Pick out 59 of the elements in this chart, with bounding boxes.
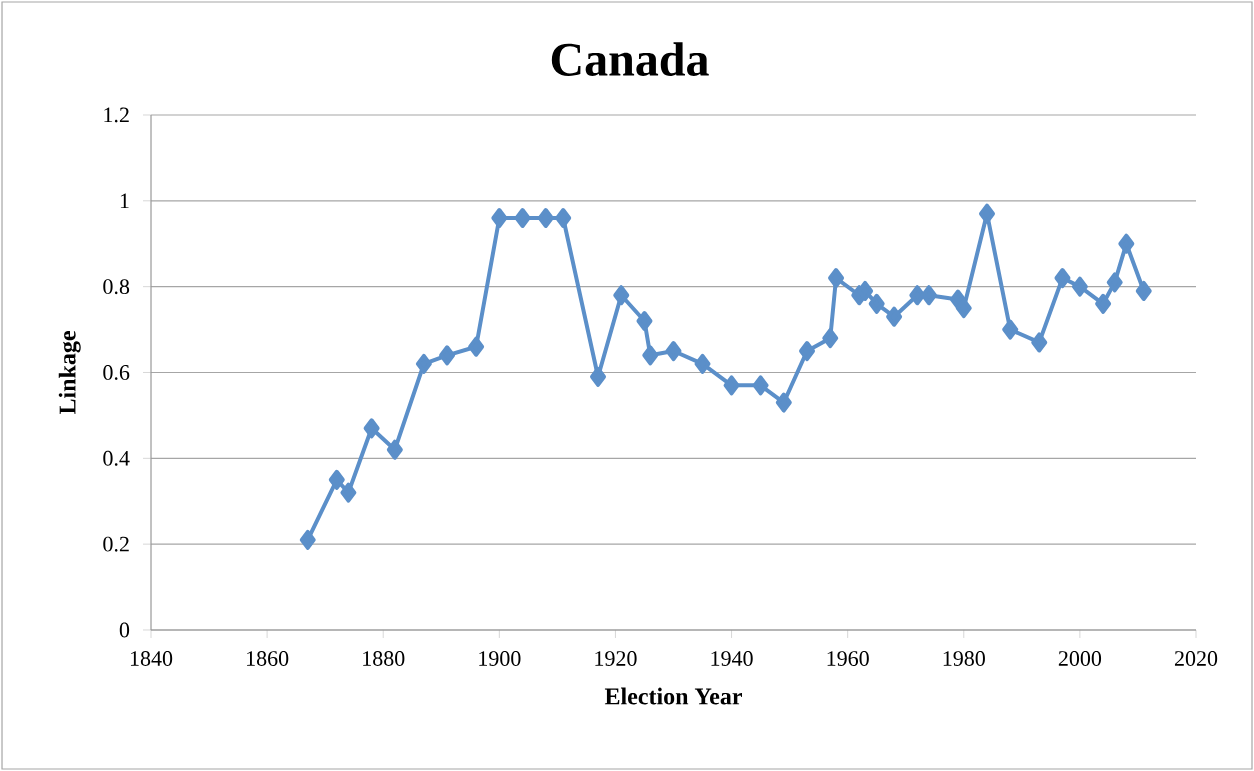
- point: [328, 469, 345, 490]
- point: [386, 439, 403, 460]
- y-tick-label: 0: [119, 622, 130, 638]
- point: [868, 293, 885, 314]
- point: [299, 529, 316, 550]
- point: [1031, 332, 1048, 353]
- y-tick-label: 0.4: [103, 450, 130, 466]
- point: [1095, 293, 1112, 314]
- point: [514, 207, 531, 228]
- x-tick-label: 1920: [595, 651, 637, 666]
- point: [415, 353, 432, 374]
- point: [1054, 268, 1071, 289]
- point: [752, 375, 769, 396]
- point: [955, 298, 972, 319]
- point: [491, 207, 508, 228]
- point: [468, 336, 485, 357]
- point: [1118, 233, 1135, 254]
- x-tick-label: 1840: [130, 651, 173, 666]
- point: [822, 328, 839, 349]
- point: [909, 285, 926, 306]
- point: [775, 392, 792, 413]
- point: [1002, 319, 1019, 340]
- x-axis-title: Election Year: [604, 687, 742, 705]
- y-axis-title: Linkage: [58, 331, 81, 415]
- point: [439, 345, 456, 366]
- point: [857, 280, 874, 301]
- y-tick-label: 0.8: [103, 279, 130, 295]
- chart-title: Canada: [551, 42, 709, 76]
- x-tick-label: 1980: [943, 651, 985, 666]
- point: [1106, 272, 1123, 293]
- y-tick-label: 1: [120, 193, 129, 209]
- x-tick-label: 1860: [247, 651, 289, 666]
- point: [1135, 280, 1152, 301]
- point: [799, 341, 816, 362]
- x-tick-label: 2000: [1058, 651, 1102, 666]
- point: [723, 375, 740, 396]
- point: [665, 341, 682, 362]
- point: [642, 345, 659, 366]
- x-tick-label: 1880: [363, 651, 405, 666]
- x-tick-label: 1900: [479, 651, 521, 666]
- point: [694, 353, 711, 374]
- point: [555, 207, 572, 228]
- y-tick-label: 0.6: [103, 365, 130, 380]
- point: [590, 366, 607, 387]
- point: [979, 203, 995, 224]
- point: [636, 310, 653, 331]
- x-tick-label: 1960: [827, 651, 869, 666]
- point: [363, 418, 380, 439]
- point: [613, 285, 630, 306]
- point: [1071, 276, 1088, 297]
- x-tick-label: 2020: [1174, 651, 1218, 666]
- y-tick-label: 1.2: [104, 107, 129, 123]
- point: [920, 285, 937, 306]
- point: [828, 268, 845, 289]
- point: [886, 306, 903, 327]
- point: [340, 482, 357, 503]
- point: [537, 207, 554, 228]
- y-tick-label: 0.2: [103, 536, 129, 552]
- x-tick-label: 1940: [711, 651, 753, 666]
